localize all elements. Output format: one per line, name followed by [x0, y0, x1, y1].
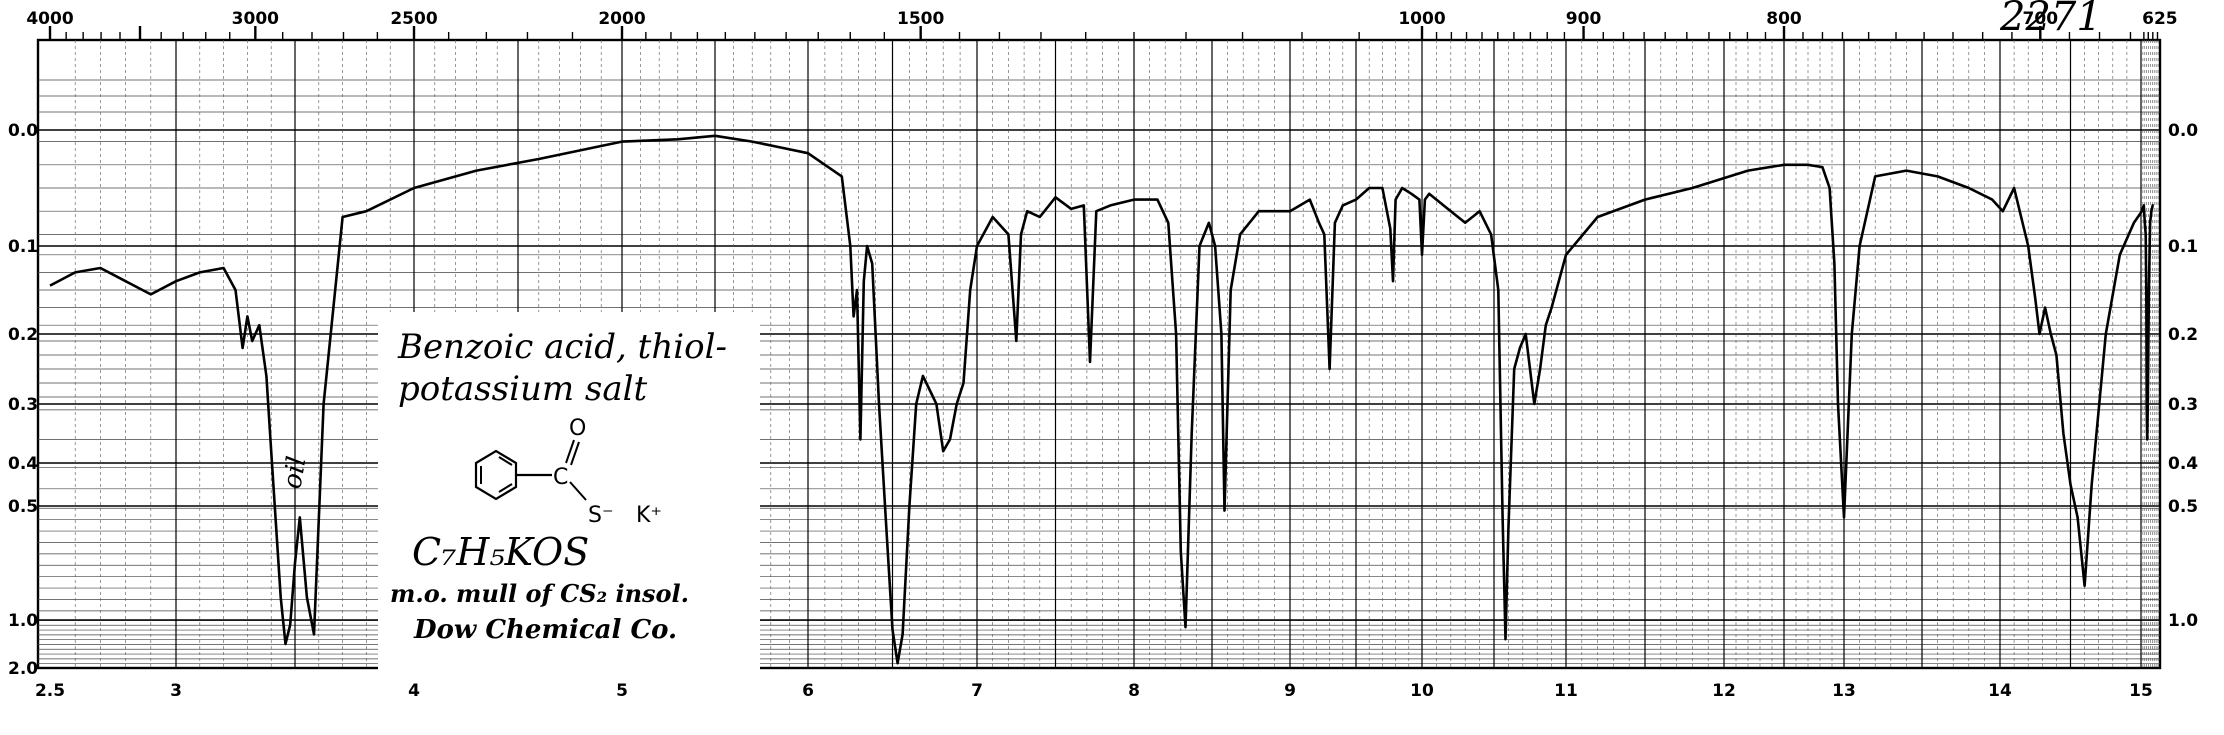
- right-axis-label: 0.3: [2168, 395, 2198, 415]
- sample-source: Dow Chemical Co.: [413, 615, 677, 645]
- structure-oxygen: O: [569, 416, 586, 441]
- bottom-axis-label: 11: [1554, 681, 1578, 701]
- bottom-axis-label: 3: [170, 681, 182, 701]
- catalog-number: 2271: [1999, 0, 2102, 40]
- oil-annotation: oil: [277, 454, 312, 491]
- right-axis-label: 0.1: [2168, 237, 2198, 257]
- left-axis-label: 0.5: [8, 497, 38, 517]
- left-axis-label: 0.0: [8, 121, 38, 141]
- right-axis-label: 0.0: [2168, 121, 2198, 141]
- bottom-axis-label: 2.5: [35, 681, 65, 701]
- compound-name-line1: Benzoic acid, thiol-: [397, 327, 727, 367]
- bottom-axis-label: 4: [408, 681, 420, 701]
- top-axis-label: 700: [2023, 9, 2059, 29]
- bottom-axis-label: 9: [1284, 681, 1296, 701]
- left-axis-label: 0.2: [8, 325, 38, 345]
- compound-card: Benzoic acid, thiol- potassium salt C O …: [378, 312, 760, 670]
- bottom-axis-label: 14: [1988, 681, 2012, 701]
- right-axis-label: 1.0: [2168, 611, 2198, 631]
- left-axis-label: 0.3: [8, 395, 38, 415]
- bottom-axis-label: 15: [2129, 681, 2153, 701]
- top-axis-label: 1000: [1398, 9, 1445, 29]
- top-axis-label: 800: [1766, 9, 1802, 29]
- axis-ticks: [48, 26, 2159, 40]
- top-axis-label: 1500: [897, 9, 944, 29]
- structure-diagram: C O S⁻ K⁺: [474, 416, 662, 528]
- bottom-axis-label: 12: [1712, 681, 1736, 701]
- structure-potassium: K⁺: [636, 503, 662, 528]
- bottom-axis-label: 8: [1128, 681, 1140, 701]
- bottom-axis-label: 10: [1410, 681, 1434, 701]
- bottom-axis-label: 6: [802, 681, 814, 701]
- sample-preparation: m.o. mull of CS₂ insol.: [390, 579, 689, 608]
- top-axis-label: 2000: [598, 9, 645, 29]
- right-axis-label: 0.5: [2168, 497, 2198, 517]
- top-axis-label: 2500: [390, 9, 437, 29]
- top-axis-label: 900: [1566, 9, 1602, 29]
- bottom-axis-label: 7: [971, 681, 983, 701]
- plot-frame: [36, 38, 2162, 670]
- right-axis-label: 0.2: [2168, 325, 2198, 345]
- left-axis-label: 0.4: [8, 454, 38, 474]
- top-axis-label: 4000: [26, 9, 73, 29]
- bottom-axis-label: 5: [616, 681, 628, 701]
- right-axis-label: 0.4: [2168, 454, 2198, 474]
- left-axis-label: 2.0: [8, 659, 38, 679]
- left-axis-label: 0.1: [8, 237, 38, 257]
- top-axis-label: 625: [2142, 9, 2178, 29]
- spectrum-line: [49, 134, 2154, 665]
- molecular-formula: C₇H₅KOS: [412, 530, 589, 574]
- bottom-axis-label: 13: [1832, 681, 1856, 701]
- top-axis-label: 3000: [232, 9, 279, 29]
- left-axis-label: 1.0: [8, 611, 38, 631]
- structure-carbon: C: [553, 465, 568, 490]
- structure-sulfur: S⁻: [588, 503, 614, 528]
- axis-tick-labels: 4000 3000 2500 2000 1500 1000 900 800 700 625 2.5 3…: [8, 9, 2198, 701]
- compound-name-line2: potassium salt: [398, 369, 647, 409]
